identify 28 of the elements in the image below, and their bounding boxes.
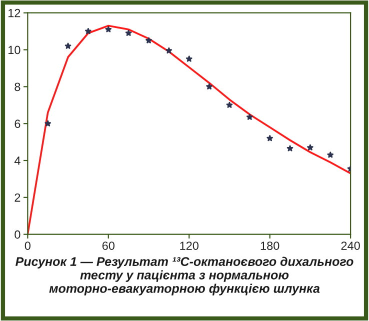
y-tick-label: 2: [14, 193, 20, 202]
x-tick-label: 0: [24, 242, 30, 250]
point: [286, 145, 294, 152]
point: [186, 56, 192, 62]
point: [246, 114, 253, 120]
point: [166, 47, 172, 54]
x-tick-label: 180: [260, 242, 280, 250]
x-tick-label: 120: [180, 242, 198, 250]
point: [64, 42, 72, 49]
text: Рисунок 1 — Результат ¹³С-октаноєвого дихального тесту у пацієнта з нормальною моторно-евакуаторною функцією шлунка: [16, 256, 354, 296]
point: [206, 83, 212, 90]
point: [327, 152, 334, 158]
point: [44, 120, 52, 126]
point: [146, 37, 152, 44]
x-tick-label: 60: [102, 242, 114, 250]
point: [266, 135, 273, 142]
y-tick-label: 4: [14, 156, 20, 165]
point: [105, 26, 112, 32]
point: [226, 102, 233, 108]
y-tick-label: 12: [8, 8, 20, 18]
y-tick-label: 6: [14, 120, 20, 128]
y-tick-label: 8: [14, 82, 20, 92]
x-tick-label: 240: [341, 242, 360, 250]
point: [307, 144, 314, 150]
y-tick-label: 10: [8, 46, 20, 54]
point: [85, 28, 92, 34]
point: [125, 30, 132, 36]
y-tick-label: 0: [14, 230, 20, 239]
